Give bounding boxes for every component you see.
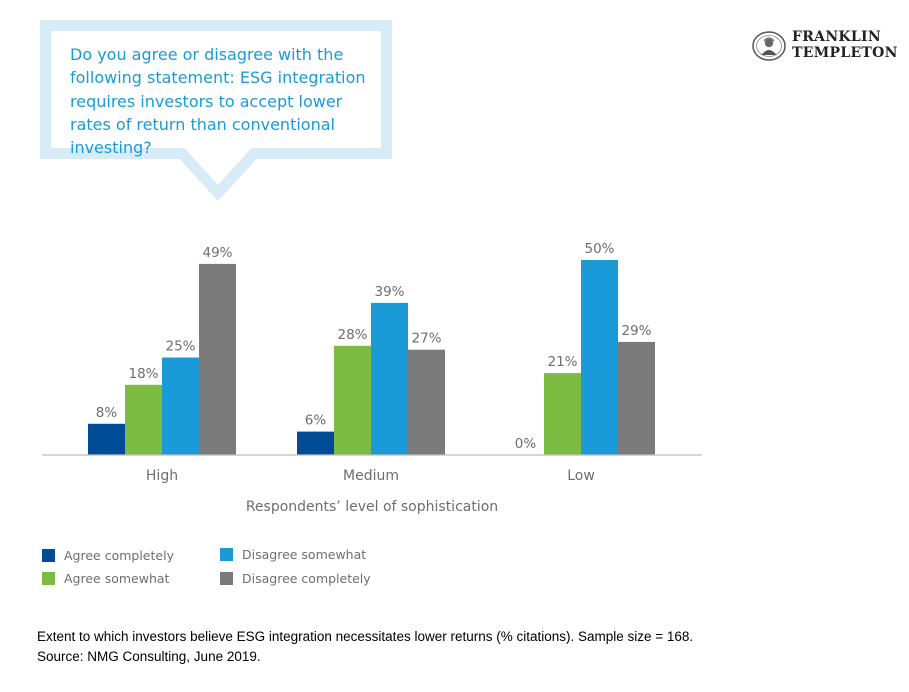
- legend-item-agree-completely: Agree completely: [42, 545, 174, 565]
- legend-swatch: [220, 571, 233, 585]
- legend-label: Disagree somewhat: [242, 546, 367, 562]
- footnote: Extent to which investors believe ESG in…: [37, 627, 897, 667]
- legend-label: Disagree completely: [242, 570, 371, 586]
- bar-medium-disagree-somewhat: [371, 302, 408, 455]
- bar-high-disagree-completely: [199, 263, 236, 455]
- logo-wordmark: FRANKLIN TEMPLETON: [792, 29, 898, 61]
- bar-low-disagree-somewhat: [581, 260, 618, 455]
- bar-low-agree-somewhat: [544, 373, 581, 455]
- category-label-medium: Medium: [343, 468, 399, 484]
- value-label-medium-disagree-somewhat: 39%: [374, 284, 404, 300]
- legend-swatch: [42, 548, 55, 562]
- legend-item-agree-somewhat: Agree somewhat: [42, 568, 169, 588]
- value-label-low-agree-completely: 0%: [515, 436, 537, 452]
- legend-label: Agree completely: [64, 547, 174, 563]
- legend-item-disagree-somewhat: Disagree somewhat: [220, 544, 366, 564]
- franklin-portrait-icon: [752, 31, 786, 61]
- logo-line-1: FRANKLIN: [792, 29, 881, 45]
- value-label-medium-agree-completely: 6%: [305, 413, 327, 429]
- category-labels-layer: High Medium Low: [146, 468, 595, 484]
- bar-high-agree-completely: [88, 423, 125, 455]
- bar-high-agree-somewhat: [125, 384, 162, 455]
- legend: Agree completely Agree somewhat Disagree…: [42, 545, 462, 591]
- category-label-high: High: [146, 468, 178, 484]
- value-label-low-disagree-completely: 29%: [621, 323, 651, 339]
- bar-medium-agree-completely: [297, 431, 334, 455]
- footnote-description: Extent to which investors believe ESG in…: [37, 629, 694, 644]
- survey-question: Do you agree or disagree with the follow…: [70, 45, 366, 158]
- legend-swatch: [220, 547, 233, 561]
- value-label-low-disagree-somewhat: 50%: [584, 241, 614, 257]
- legend-swatch: [42, 571, 55, 585]
- bar-low-disagree-completely: [618, 341, 655, 455]
- value-label-low-agree-somewhat: 21%: [547, 354, 577, 370]
- value-labels-layer: 8% 18% 25% 49% 6% 28% 39% 27% 0% 21% 50% 29%: [96, 241, 652, 452]
- bar-medium-agree-somewhat: [334, 345, 371, 455]
- value-label-high-disagree-completely: 49%: [202, 245, 232, 261]
- legend-label: Agree somewhat: [64, 570, 170, 586]
- legend-item-disagree-completely: Disagree completely: [220, 568, 371, 588]
- value-label-high-agree-somewhat: 18%: [128, 366, 158, 382]
- footnote-source: Source: NMG Consulting, June 2019.: [37, 649, 261, 664]
- category-label-low: Low: [567, 468, 595, 484]
- value-label-high-agree-completely: 8%: [96, 405, 118, 421]
- value-label-medium-agree-somewhat: 28%: [337, 327, 367, 343]
- speech-bubble: [40, 20, 392, 202]
- logo-line-2: TEMPLETON: [792, 45, 898, 61]
- bars-layer: [88, 260, 655, 455]
- bar-medium-disagree-completely: [408, 349, 445, 455]
- bar-high-disagree-somewhat: [162, 357, 199, 455]
- x-axis-title: Respondents’ level of sophistication: [245, 499, 499, 515]
- value-label-high-disagree-somewhat: 25%: [165, 339, 195, 355]
- value-label-medium-disagree-completely: 27%: [411, 331, 441, 347]
- franklin-templeton-logo: FRANKLIN TEMPLETON: [752, 29, 900, 63]
